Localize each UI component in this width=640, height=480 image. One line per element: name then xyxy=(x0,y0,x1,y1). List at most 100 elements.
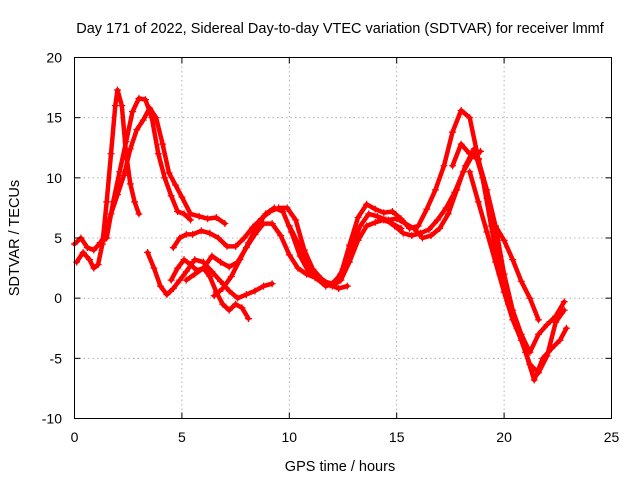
data-point xyxy=(225,306,233,314)
series-sat-k xyxy=(449,140,568,356)
data-point xyxy=(116,168,124,176)
data-point xyxy=(208,252,216,260)
data-point xyxy=(154,150,162,158)
data-point xyxy=(436,224,444,232)
data-point xyxy=(206,229,214,237)
data-point xyxy=(113,86,121,94)
data-point xyxy=(240,234,248,242)
y-tick-label: 10 xyxy=(46,170,62,186)
data-point xyxy=(408,232,416,240)
data-point xyxy=(118,102,126,110)
x-tick-label: 0 xyxy=(71,429,79,445)
data-point xyxy=(517,336,525,344)
data-point xyxy=(457,140,465,148)
data-point xyxy=(131,198,139,206)
series-sat-j xyxy=(384,145,570,384)
data-point xyxy=(219,300,227,308)
data-point xyxy=(182,230,190,238)
data-point xyxy=(365,210,373,218)
series-sat-l xyxy=(466,168,568,377)
y-tick-label: 5 xyxy=(54,230,62,246)
data-point xyxy=(560,306,568,314)
data-point xyxy=(191,256,199,264)
data-point xyxy=(354,214,362,222)
data-point xyxy=(391,222,399,230)
data-point xyxy=(431,186,439,194)
series-sat-d xyxy=(144,248,276,302)
data-point xyxy=(483,186,491,194)
data-point xyxy=(302,258,310,266)
series-layer xyxy=(71,86,570,384)
data-point xyxy=(270,204,278,212)
data-point xyxy=(103,198,111,206)
data-point xyxy=(217,277,225,285)
data-point xyxy=(180,256,188,264)
data-point xyxy=(453,186,461,194)
data-point xyxy=(311,270,319,278)
data-point xyxy=(410,224,418,232)
x-tick-label: 25 xyxy=(604,429,620,445)
data-point xyxy=(204,215,212,223)
data-point xyxy=(167,192,175,200)
data-point xyxy=(178,193,186,201)
data-point xyxy=(449,162,457,170)
data-point xyxy=(474,156,482,164)
data-point xyxy=(262,210,270,218)
data-point xyxy=(562,324,570,332)
data-point xyxy=(90,264,98,272)
series-line xyxy=(72,105,228,253)
data-point xyxy=(492,258,500,266)
data-point xyxy=(206,273,214,281)
data-point xyxy=(225,287,233,295)
data-point xyxy=(509,316,517,324)
data-point xyxy=(238,304,246,312)
data-point xyxy=(219,285,227,293)
data-point xyxy=(144,248,152,256)
data-point xyxy=(126,180,134,188)
data-point xyxy=(182,276,190,284)
data-point xyxy=(169,285,177,293)
y-axis-label: SDTVAR / TECUs xyxy=(7,180,23,296)
x-tick-label: 20 xyxy=(496,429,512,445)
data-point xyxy=(328,280,336,288)
data-point xyxy=(337,270,345,278)
data-point xyxy=(371,218,379,226)
data-point xyxy=(268,280,276,288)
data-point xyxy=(195,212,203,220)
data-point xyxy=(294,239,302,247)
data-point xyxy=(103,234,111,242)
data-point xyxy=(526,360,534,368)
data-point xyxy=(191,270,199,278)
series-line xyxy=(467,169,567,376)
data-point xyxy=(94,260,102,268)
data-point xyxy=(135,94,143,102)
data-point xyxy=(197,227,205,235)
x-tick-label: 5 xyxy=(178,429,186,445)
data-point xyxy=(457,106,465,114)
data-point xyxy=(401,220,409,228)
data-point xyxy=(492,222,500,230)
data-point xyxy=(380,209,388,217)
data-point xyxy=(423,205,431,213)
data-point xyxy=(236,256,244,264)
data-point xyxy=(234,294,242,302)
data-point xyxy=(83,244,91,252)
data-point xyxy=(552,318,560,326)
data-point xyxy=(345,241,353,249)
data-point xyxy=(292,216,300,224)
data-point xyxy=(79,248,87,256)
x-tick-label: 10 xyxy=(282,429,298,445)
data-point xyxy=(244,239,252,247)
data-point xyxy=(414,222,422,230)
data-point xyxy=(466,114,474,122)
data-point xyxy=(227,273,235,281)
data-point xyxy=(167,276,175,284)
data-point xyxy=(139,116,147,124)
data-point xyxy=(363,222,371,230)
data-point xyxy=(556,336,564,344)
data-point xyxy=(210,292,218,300)
data-point xyxy=(461,162,469,170)
data-point xyxy=(285,222,293,230)
data-point xyxy=(135,210,143,218)
data-point xyxy=(174,208,182,216)
